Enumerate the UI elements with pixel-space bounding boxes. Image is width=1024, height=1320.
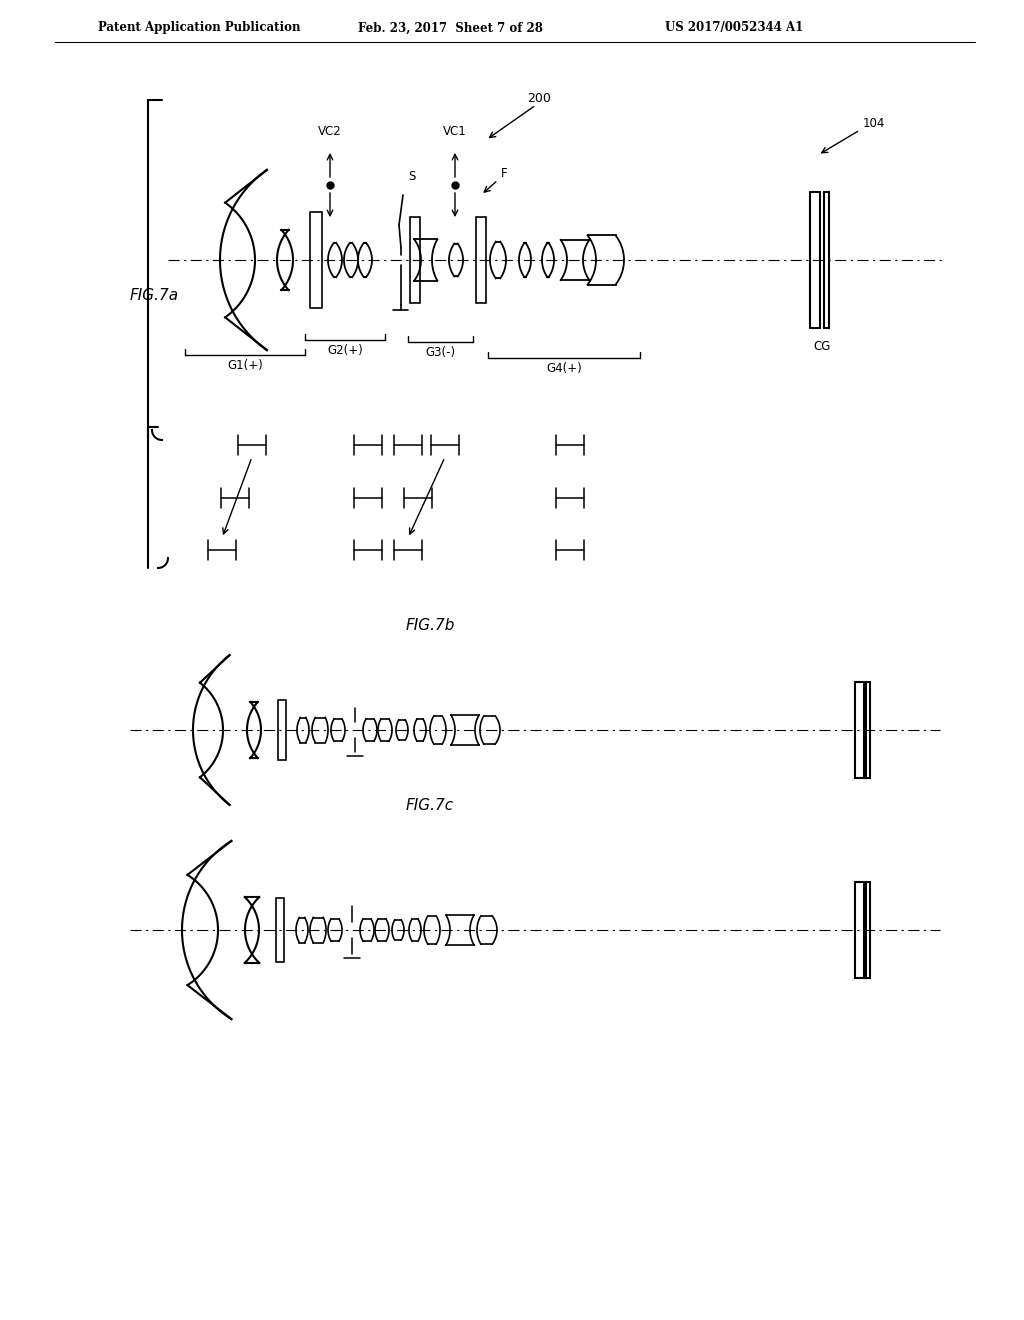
Text: FIG.7a: FIG.7a (130, 288, 179, 304)
Bar (476, 216, 486, 304)
Bar (824, 191, 829, 327)
Bar (866, 882, 870, 978)
Text: US 2017/0052344 A1: US 2017/0052344 A1 (665, 21, 803, 34)
Text: 104: 104 (863, 117, 886, 129)
Bar (278, 700, 286, 760)
Text: G3(-): G3(-) (425, 346, 456, 359)
Text: S: S (408, 170, 416, 183)
Text: G4(+): G4(+) (546, 362, 582, 375)
Text: G1(+): G1(+) (227, 359, 263, 372)
Text: 200: 200 (527, 92, 551, 106)
Text: VC2: VC2 (318, 125, 342, 139)
Bar (855, 682, 864, 777)
Text: Patent Application Publication: Patent Application Publication (98, 21, 300, 34)
Text: CG: CG (813, 341, 830, 352)
Bar (410, 216, 420, 304)
Text: F: F (501, 168, 508, 180)
Bar (855, 882, 864, 978)
Bar (810, 191, 820, 327)
Bar (866, 682, 870, 777)
Bar (276, 898, 284, 962)
Text: VC1: VC1 (443, 125, 467, 139)
Text: Feb. 23, 2017  Sheet 7 of 28: Feb. 23, 2017 Sheet 7 of 28 (358, 21, 543, 34)
Bar (310, 213, 322, 308)
Text: FIG.7b: FIG.7b (406, 618, 455, 634)
Text: G2(+): G2(+) (327, 345, 362, 356)
Text: FIG.7c: FIG.7c (406, 799, 454, 813)
